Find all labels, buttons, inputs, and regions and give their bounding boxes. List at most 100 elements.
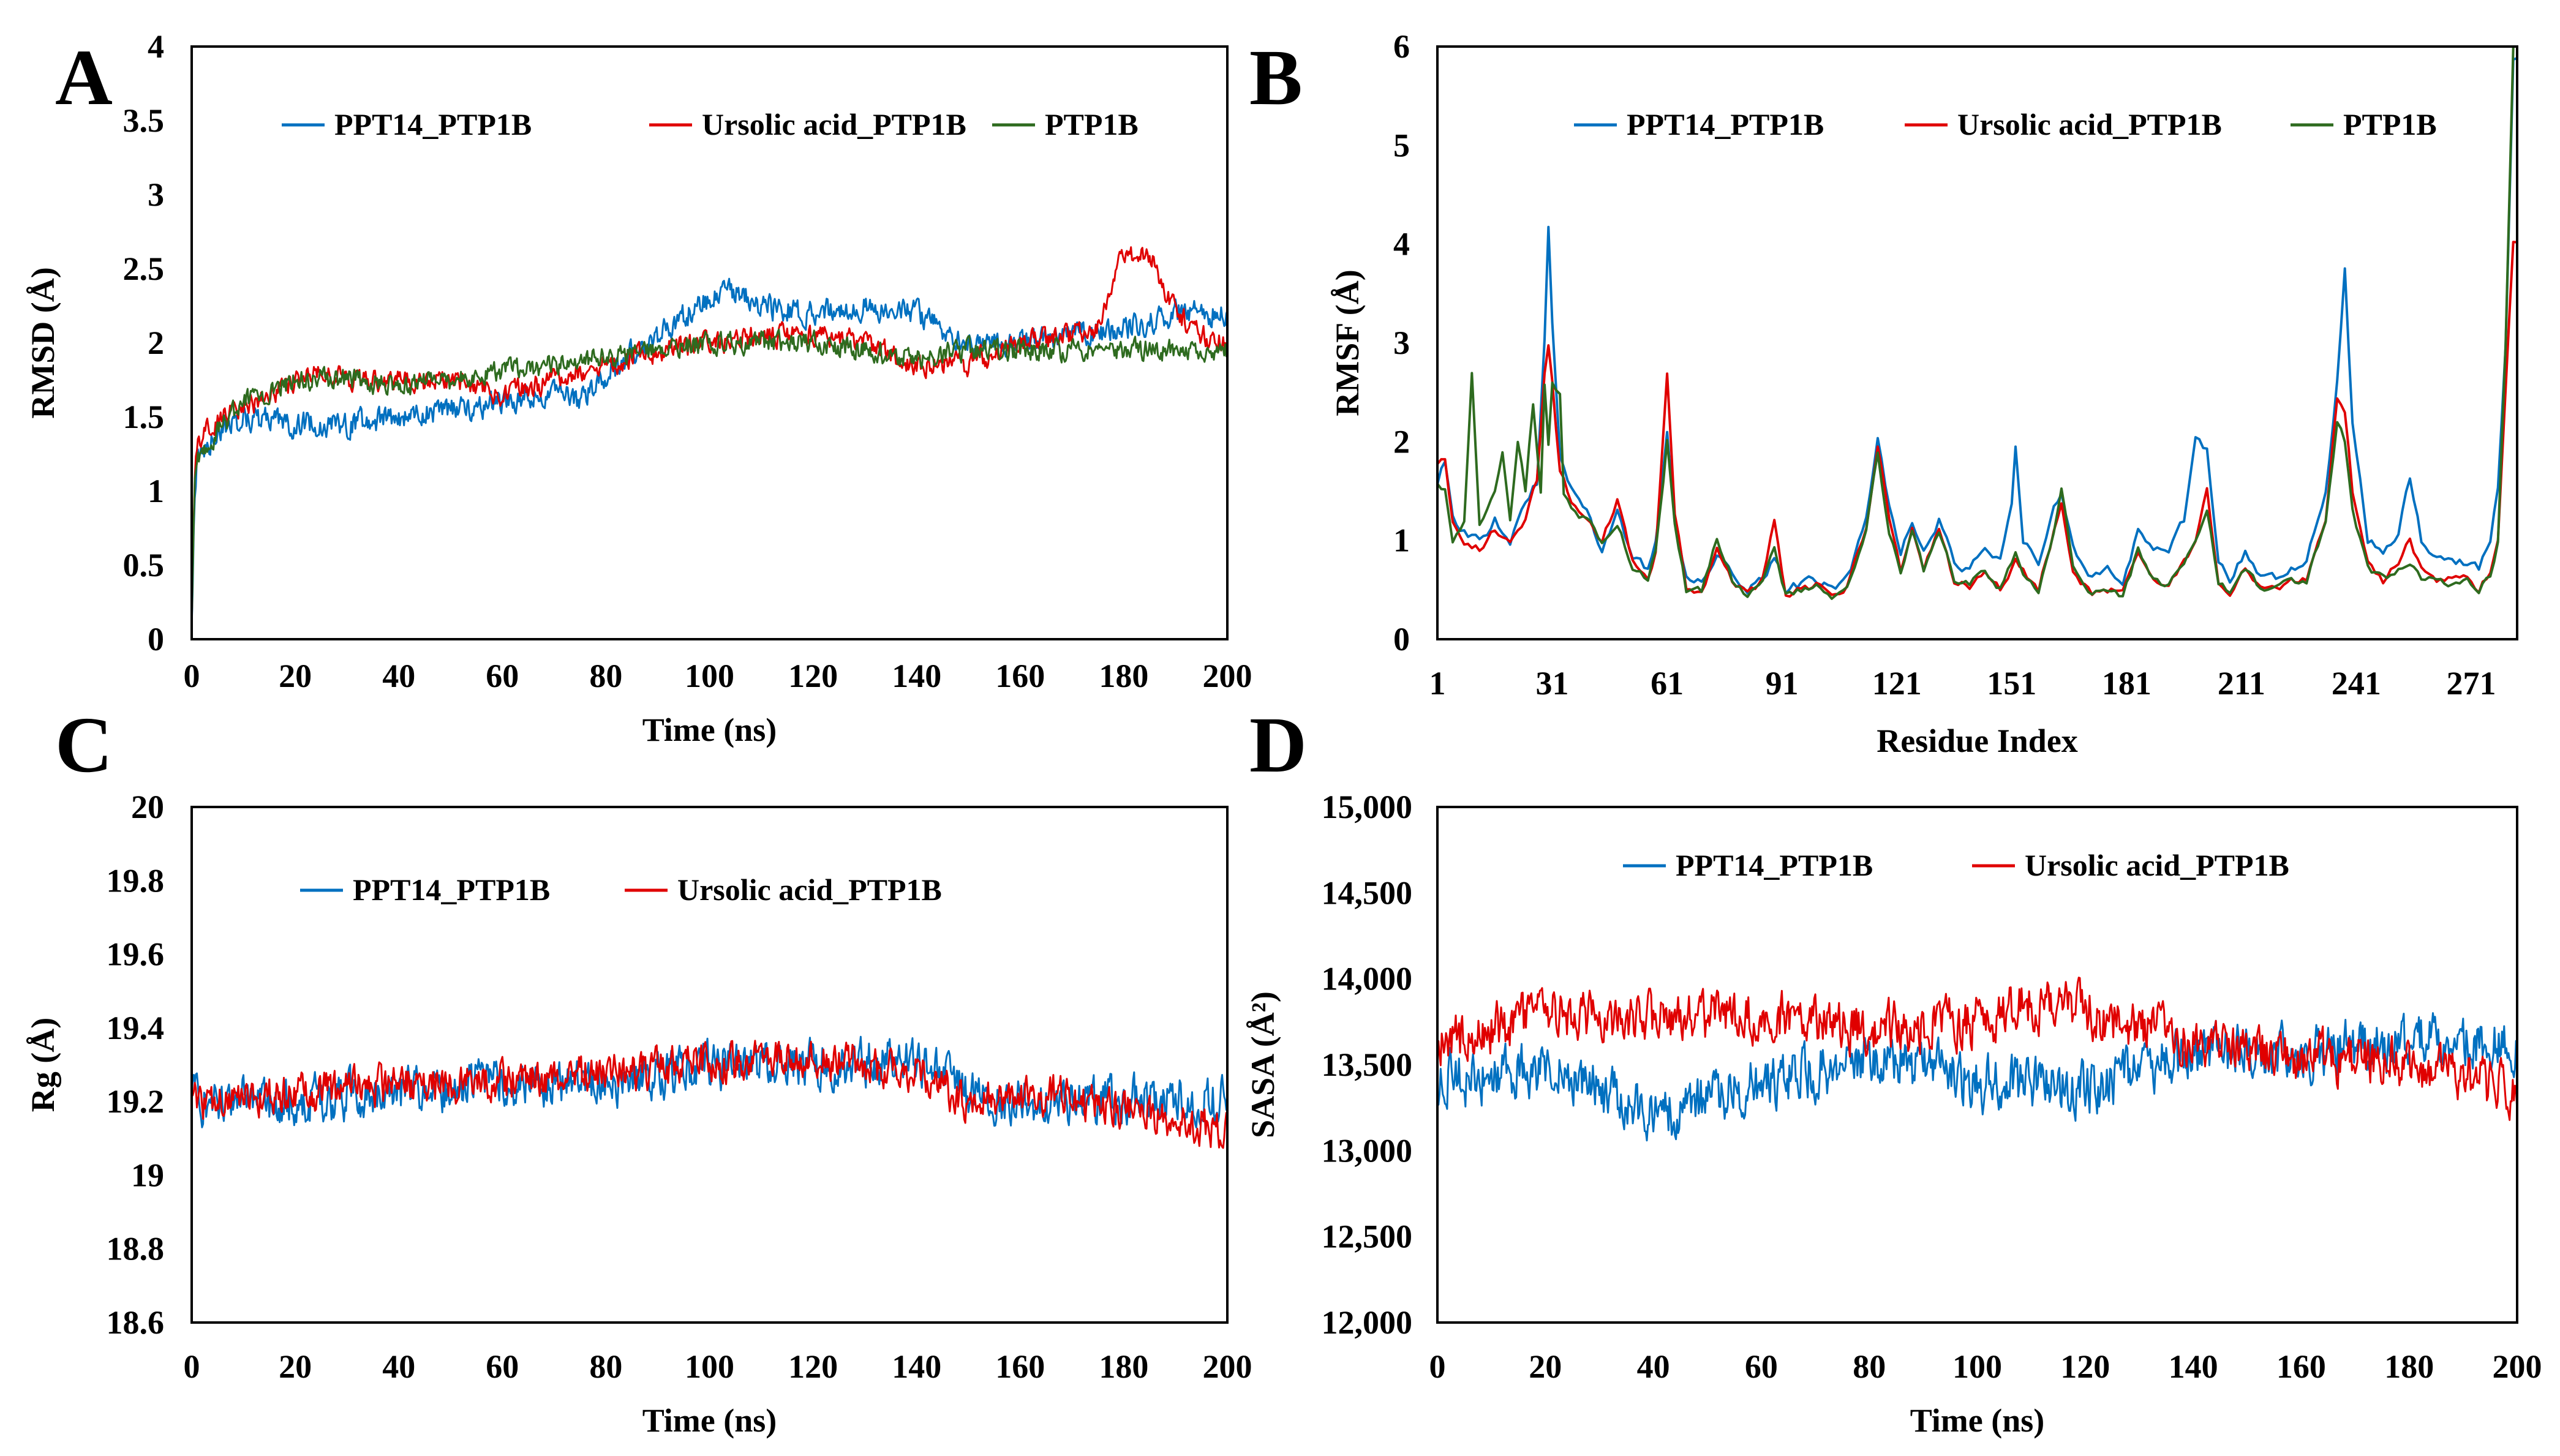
x-tick-label: 211 <box>2218 665 2265 702</box>
x-axis-label: Residue Index <box>1877 722 2078 759</box>
y-tick-label: 15,000 <box>1322 789 1413 825</box>
series-line-ursolic-acid-ptp1b <box>1436 241 2518 598</box>
plot-frame <box>190 806 1229 1324</box>
y-tick-label: 20 <box>131 789 164 825</box>
x-tick-label: 20 <box>279 658 312 694</box>
x-tick-label: 200 <box>1203 658 1252 694</box>
plot-frame <box>190 45 1229 640</box>
y-tick-label: 3.5 <box>123 102 165 139</box>
y-tick-label: 14,500 <box>1322 874 1413 911</box>
x-tick-label: 0 <box>184 658 200 694</box>
x-tick-label: 0 <box>1429 1348 1446 1385</box>
y-tick-label: 0.5 <box>123 547 165 584</box>
x-tick-label: 140 <box>892 1348 941 1385</box>
y-axis-label: RMSF (Å) <box>1329 269 1366 416</box>
x-tick-label: 160 <box>2276 1348 2326 1385</box>
chart-panel-D: 12,000 12,500 13,000 13,500 14,000 14,500 15,0… <box>1244 701 2542 1439</box>
series-line-ppt14-ptp1b <box>1436 57 2518 595</box>
y-tick-label: 6 <box>1393 28 1410 65</box>
x-tick-label: 160 <box>995 658 1045 694</box>
y-tick-label: 2 <box>148 325 164 361</box>
y-tick-label: 13,500 <box>1322 1046 1413 1083</box>
series-line-ursolic-acid-ptp1b <box>191 1040 1229 1149</box>
y-tick-label: 19.2 <box>107 1083 165 1120</box>
x-tick-label: 20 <box>1529 1348 1562 1385</box>
legend-label: PTP1B <box>1045 107 1139 141</box>
y-tick-label: 2 <box>1393 423 1410 460</box>
x-tick-label: 160 <box>995 1348 1045 1385</box>
x-tick-label: 80 <box>589 1348 622 1385</box>
x-tick-label: 100 <box>685 658 734 694</box>
y-tick-label: 18.6 <box>107 1304 165 1341</box>
x-tick-label: 181 <box>2102 665 2152 702</box>
series-line-ppt14-ptp1b <box>190 277 1229 629</box>
y-tick-label: 18.8 <box>107 1231 165 1267</box>
y-tick-label: 19.4 <box>107 1010 165 1046</box>
series-line-ptp1b <box>190 328 1228 629</box>
panel-label: C <box>55 701 113 789</box>
x-tick-label: 61 <box>1651 665 1684 702</box>
y-tick-label: 19.8 <box>107 862 165 899</box>
x-axis-label: Time (ns) <box>642 1402 777 1439</box>
series-line-ppt14-ptp1b <box>1436 1012 2518 1142</box>
legend-label: Ursolic acid_PTP1B <box>677 872 942 907</box>
legend-label: PTP1B <box>2343 107 2437 141</box>
y-tick-label: 5 <box>1393 127 1410 163</box>
x-tick-label: 40 <box>382 658 415 694</box>
x-tick-label: 100 <box>685 1348 734 1385</box>
y-tick-label: 12,000 <box>1322 1304 1413 1341</box>
y-tick-label: 1 <box>1393 522 1410 559</box>
y-tick-label: 2.5 <box>123 250 165 287</box>
x-tick-label: 60 <box>1745 1348 1778 1385</box>
legend-label: Ursolic acid_PTP1B <box>702 107 966 141</box>
legend-label: Ursolic acid_PTP1B <box>2025 848 2289 882</box>
x-axis-label: Time (ns) <box>1910 1402 2045 1439</box>
x-tick-label: 40 <box>382 1348 415 1385</box>
legend-label: PPT14_PTP1B <box>353 872 550 907</box>
x-tick-label: 0 <box>184 1348 200 1385</box>
y-tick-label: 3 <box>148 176 164 213</box>
x-tick-label: 140 <box>892 658 941 694</box>
y-axis-label: RMSD (Å) <box>24 267 61 418</box>
y-tick-label: 1 <box>148 473 164 509</box>
x-tick-label: 120 <box>2060 1348 2110 1385</box>
panel-label: D <box>1249 701 1307 789</box>
x-tick-label: 271 <box>2446 665 2496 702</box>
x-tick-label: 20 <box>279 1348 312 1385</box>
y-tick-label: 13,000 <box>1322 1132 1413 1169</box>
y-tick-label: 12,500 <box>1322 1218 1413 1255</box>
chart-panel-A: 00.511.522.533.540 20 40 60 80 100 120 140 160 18… <box>24 28 1252 748</box>
x-tick-label: 180 <box>2384 1348 2434 1385</box>
y-tick-label: 14,000 <box>1322 961 1413 997</box>
x-tick-label: 91 <box>1766 665 1799 702</box>
plot-frame <box>1436 45 2518 640</box>
series-line-ursolic-acid-ptp1b <box>190 246 1228 629</box>
y-tick-label: 0 <box>148 621 164 658</box>
y-tick-label: 19 <box>131 1157 164 1193</box>
x-tick-label: 140 <box>2169 1348 2218 1385</box>
panel-label: B <box>1249 34 1303 122</box>
x-tick-label: 241 <box>2332 665 2381 702</box>
x-tick-label: 60 <box>486 658 519 694</box>
y-tick-label: 19.6 <box>107 936 165 973</box>
legend-label: Ursolic acid_PTP1B <box>1957 107 2222 141</box>
x-tick-label: 200 <box>1203 1348 1252 1385</box>
x-tick-label: 80 <box>1853 1348 1886 1385</box>
y-axis-label: SASA (Å²) <box>1244 991 1281 1138</box>
x-tick-label: 121 <box>1872 665 1922 702</box>
x-tick-label: 180 <box>1099 1348 1148 1385</box>
plot-frame <box>1436 806 2518 1324</box>
legend-label: PPT14_PTP1B <box>334 107 532 141</box>
y-tick-label: 4 <box>148 28 164 65</box>
x-tick-label: 40 <box>1637 1348 1670 1385</box>
series-line-ursolic-acid-ptp1b <box>1436 977 2518 1121</box>
x-tick-label: 60 <box>486 1348 519 1385</box>
x-tick-label: 151 <box>1987 665 2036 702</box>
x-tick-label: 120 <box>788 658 838 694</box>
x-tick-label: 100 <box>1952 1348 2002 1385</box>
x-tick-label: 31 <box>1536 665 1569 702</box>
x-tick-label: 200 <box>2493 1348 2542 1385</box>
y-tick-label: 3 <box>1393 325 1410 361</box>
